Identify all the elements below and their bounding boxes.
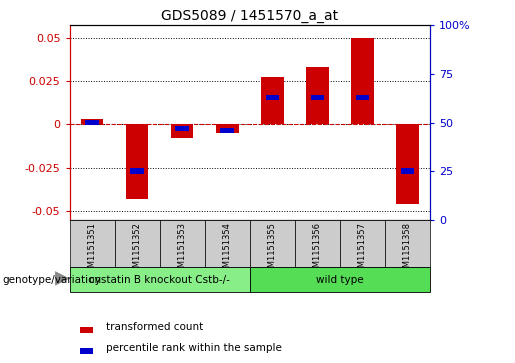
Text: GSM1151352: GSM1151352	[133, 222, 142, 278]
Text: GSM1151354: GSM1151354	[223, 222, 232, 278]
Bar	[306, 67, 329, 124]
Text: GSM1151353: GSM1151353	[178, 222, 186, 278]
Text: GSM1151357: GSM1151357	[358, 222, 367, 278]
Bar	[220, 128, 234, 133]
Bar	[81, 119, 104, 124]
Bar	[205, 220, 250, 267]
Bar	[311, 95, 324, 100]
Bar	[250, 220, 295, 267]
Bar	[295, 220, 340, 267]
Title: GDS5089 / 1451570_a_at: GDS5089 / 1451570_a_at	[161, 9, 338, 23]
Bar	[250, 267, 430, 292]
Text: GSM1151356: GSM1151356	[313, 222, 322, 278]
Bar	[126, 124, 148, 199]
Bar	[114, 220, 160, 267]
Text: GSM1151355: GSM1151355	[268, 222, 277, 278]
Text: GSM1151358: GSM1151358	[403, 222, 412, 278]
Text: wild type: wild type	[316, 274, 364, 285]
Polygon shape	[55, 271, 70, 286]
Bar	[80, 348, 93, 354]
Text: percentile rank within the sample: percentile rank within the sample	[106, 343, 282, 354]
Bar	[70, 267, 250, 292]
Bar	[216, 124, 238, 133]
Text: GSM1151351: GSM1151351	[88, 222, 96, 278]
Bar	[130, 168, 144, 174]
Bar	[80, 327, 93, 333]
Bar	[356, 95, 369, 100]
Bar	[261, 77, 284, 124]
Text: cystatin B knockout Cstb-/-: cystatin B knockout Cstb-/-	[89, 274, 230, 285]
Bar	[176, 126, 189, 131]
Bar	[401, 168, 414, 174]
Bar	[266, 95, 279, 100]
Bar	[396, 124, 419, 204]
Bar	[340, 220, 385, 267]
Text: transformed count: transformed count	[106, 322, 203, 332]
Text: genotype/variation: genotype/variation	[3, 275, 101, 285]
Bar	[160, 220, 205, 267]
Bar	[70, 220, 114, 267]
Bar	[171, 124, 194, 138]
Bar	[385, 220, 430, 267]
Bar	[351, 37, 374, 124]
Bar	[85, 120, 99, 125]
